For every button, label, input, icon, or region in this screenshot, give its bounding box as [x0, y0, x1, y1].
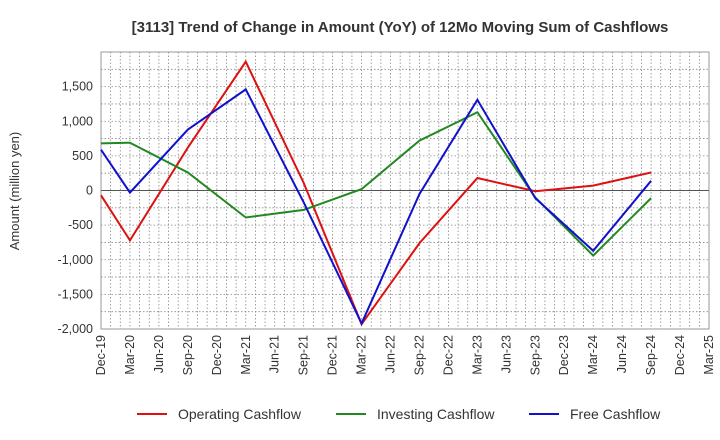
x-tick-label: Dec-22 — [441, 335, 455, 375]
y-tick-label: 1,000 — [62, 114, 93, 128]
x-tick-label: Sep-21 — [297, 335, 311, 375]
x-tick-label: Mar-24 — [586, 335, 600, 375]
x-tick-label: Dec-21 — [326, 335, 340, 375]
series-line-free-cashflow — [100, 87, 652, 326]
x-tick-label: Mar-22 — [355, 335, 369, 375]
x-tick-label: Jun-22 — [384, 335, 398, 373]
grid-layer — [100, 51, 710, 330]
legend-label: Investing Cashflow — [377, 406, 495, 422]
axis-layer: 1,5001,0005000-500-1,000-1,500-2,000Dec-… — [58, 80, 716, 376]
y-tick-label: -1,000 — [58, 253, 93, 267]
x-tick-label: Jun-24 — [615, 335, 629, 373]
y-tick-label: -500 — [68, 218, 93, 232]
x-tick-label: Dec-20 — [210, 335, 224, 375]
x-tick-label: Jun-23 — [499, 335, 513, 373]
y-tick-label: 0 — [86, 184, 93, 198]
y-tick-label: -1,500 — [58, 287, 93, 301]
chart-title: [3113] Trend of Change in Amount (YoY) o… — [132, 19, 669, 36]
x-tick-label: Jun-20 — [152, 335, 166, 373]
x-tick-label: Sep-20 — [181, 335, 195, 375]
x-tick-label: Mar-23 — [470, 335, 484, 375]
y-tick-label: 1,500 — [62, 80, 93, 94]
x-tick-label: Mar-21 — [239, 335, 253, 375]
legend: Operating Cashflow Investing Cashflow Free… — [137, 406, 661, 422]
series-layer — [100, 59, 652, 327]
x-tick-label: Sep-23 — [528, 335, 542, 375]
x-tick-label: Mar-25 — [702, 335, 716, 375]
legend-label: Operating Cashflow — [178, 406, 302, 422]
x-tick-label: Sep-22 — [412, 335, 426, 375]
x-tick-label: Jun-21 — [268, 335, 282, 373]
x-tick-label: Dec-23 — [557, 335, 571, 375]
y-axis-label: Amount (million yen) — [7, 132, 22, 251]
x-tick-label: Sep-24 — [644, 335, 658, 375]
x-tick-label: Dec-19 — [94, 335, 108, 375]
x-tick-label: Dec-24 — [673, 335, 687, 375]
x-tick-label: Mar-20 — [123, 335, 137, 375]
y-tick-label: 500 — [72, 149, 93, 163]
legend-label: Free Cashflow — [570, 406, 661, 422]
y-tick-label: -2,000 — [58, 322, 93, 336]
